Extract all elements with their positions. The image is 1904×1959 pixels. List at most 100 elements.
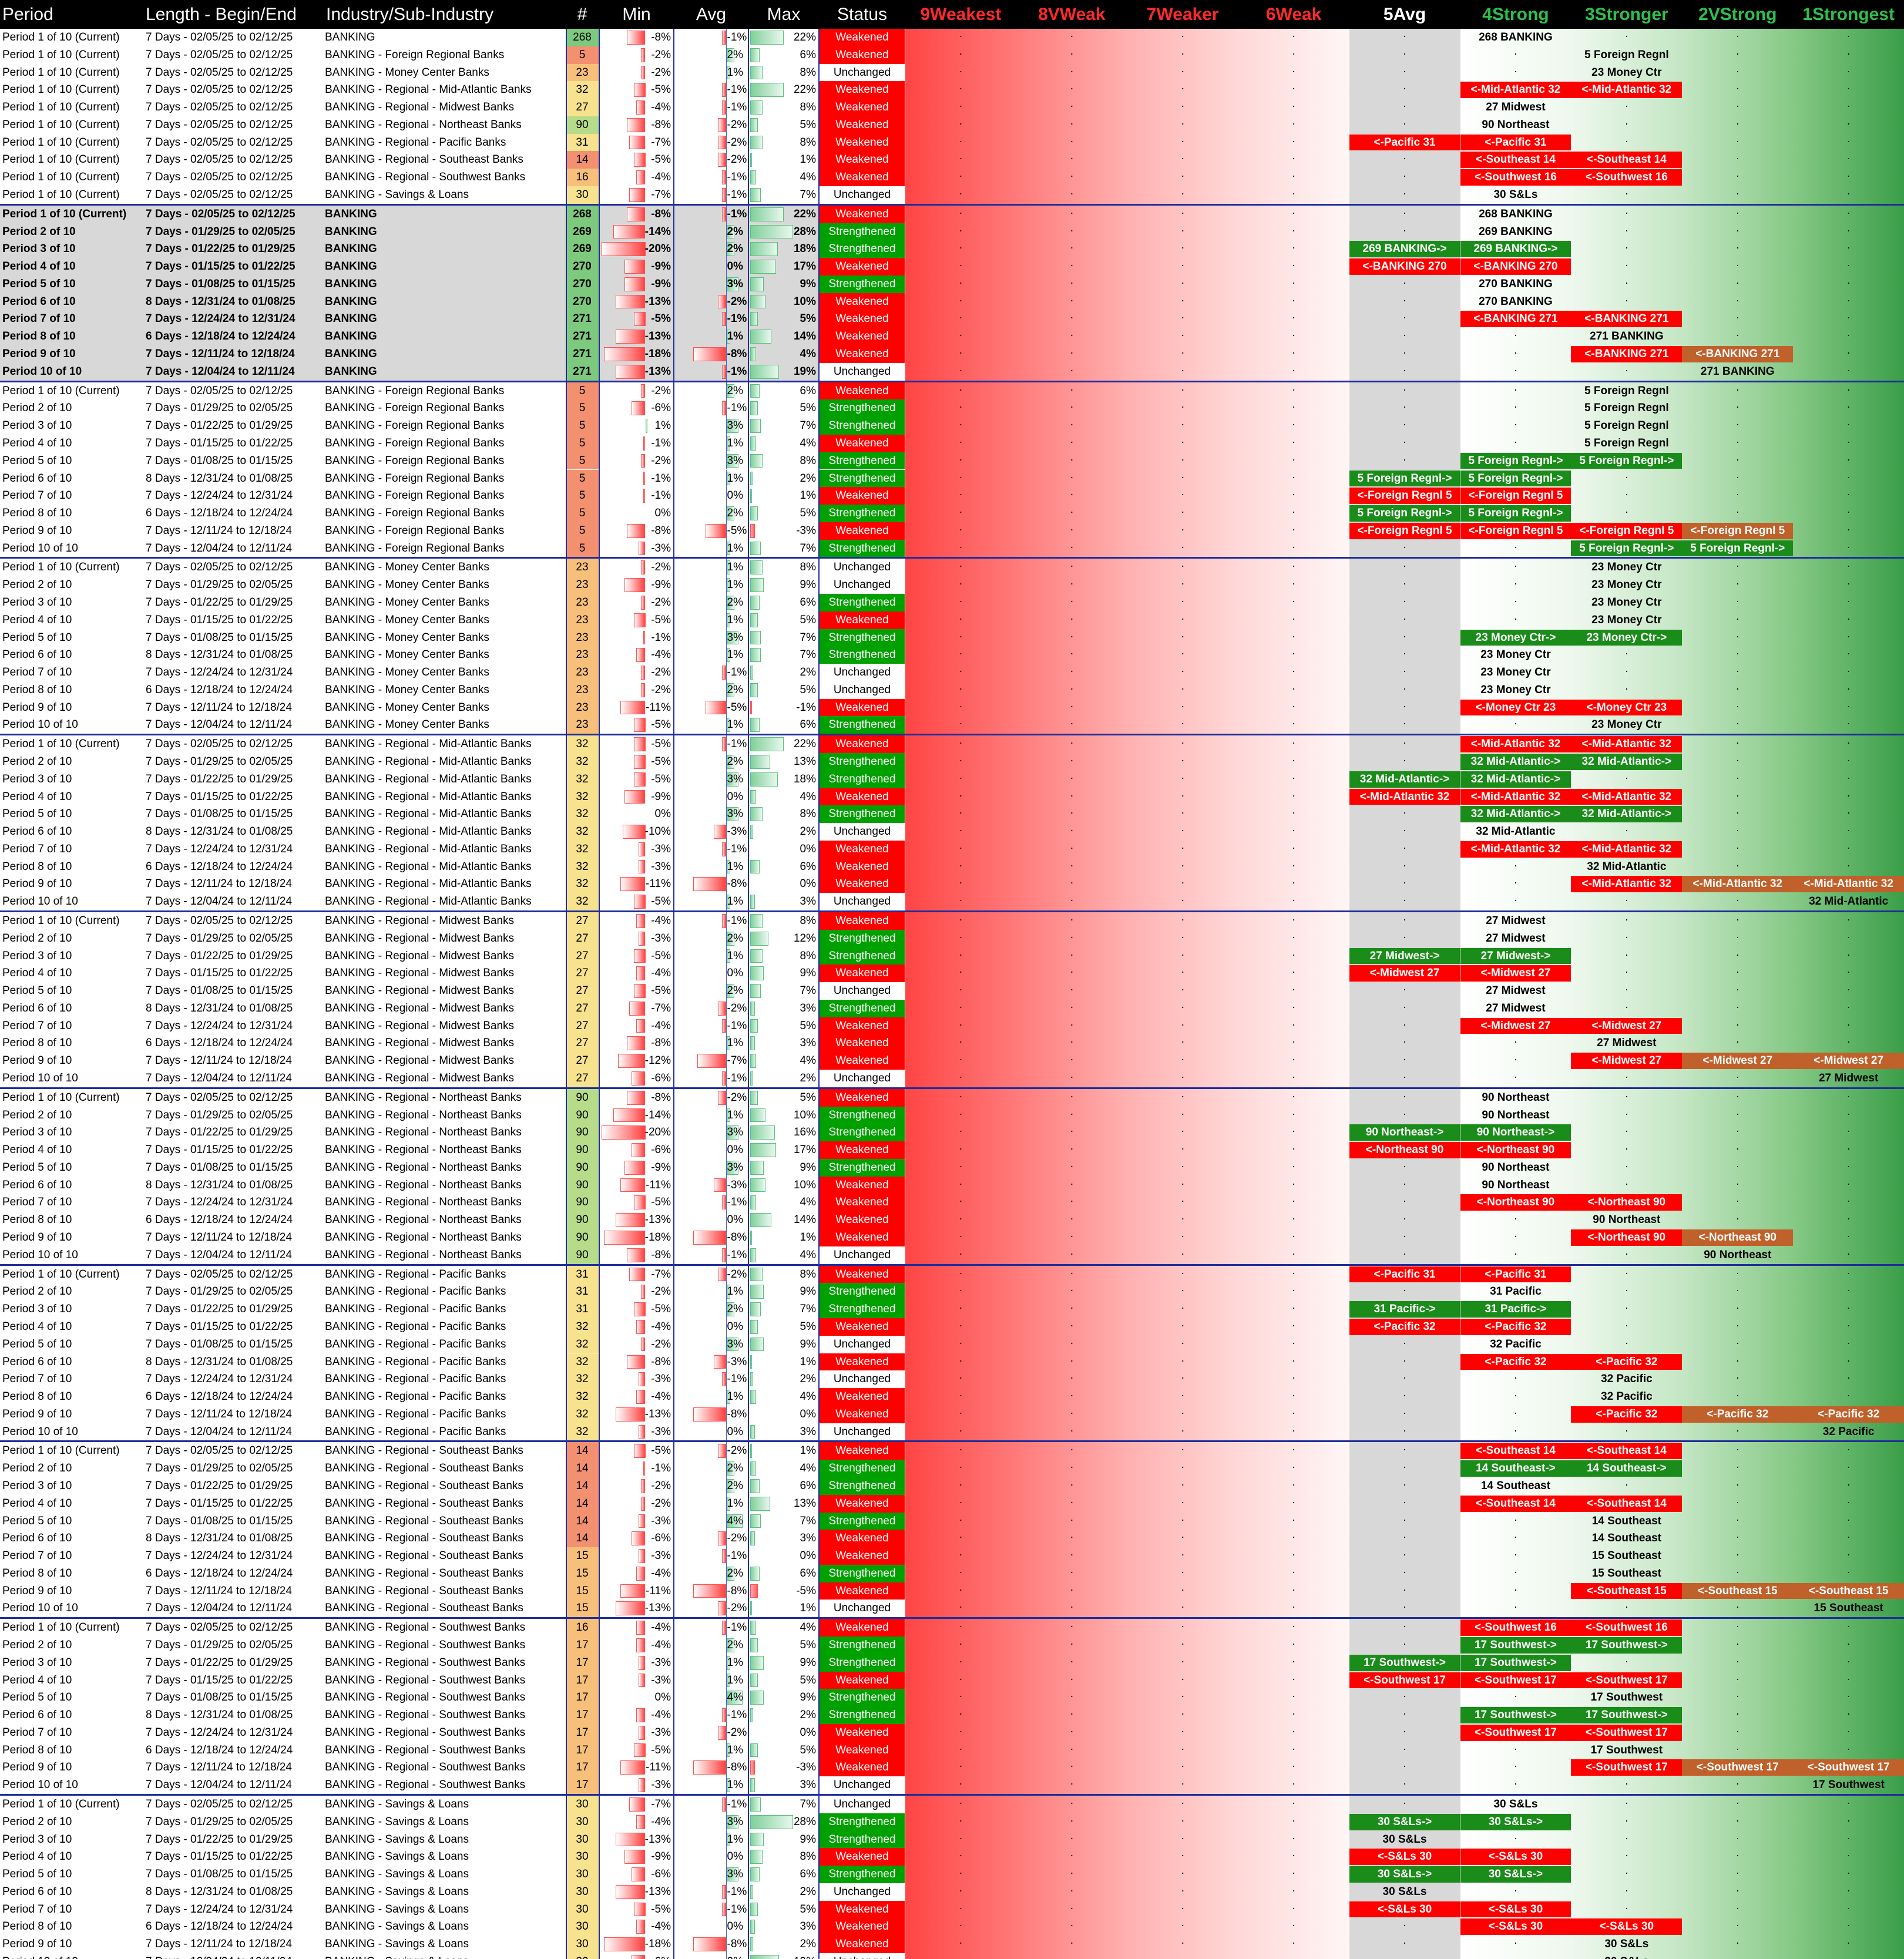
zone-dot: .: [1514, 1511, 1517, 1524]
zone-header[interactable]: 1Strongest: [1802, 5, 1895, 24]
max-value: 3%: [800, 1920, 816, 1933]
count-cell: 30: [576, 1938, 589, 1951]
avg-value: 1%: [727, 648, 743, 661]
period-cell: Period 9 of 10: [2, 1054, 72, 1067]
zone-dot: .: [1181, 98, 1184, 110]
zone-header[interactable]: 9Weakest: [920, 5, 1002, 24]
avg-axis: [726, 522, 727, 540]
zone-dot: .: [1070, 1245, 1073, 1258]
period-cell: Period 4 of 10: [2, 260, 76, 273]
zone-dot: .: [959, 150, 963, 163]
zone-dot: .: [959, 1618, 963, 1631]
avg-axis: [726, 629, 727, 647]
zone-dot: .: [1292, 520, 1295, 533]
header-avg[interactable]: Avg: [696, 5, 727, 24]
zone-header[interactable]: 3Stronger: [1584, 5, 1668, 24]
period-cell: Period 10 of 10: [2, 1955, 142, 1959]
header-min[interactable]: Min: [622, 5, 651, 24]
industry-cell: BANKING - Regional - Pacific Banks: [325, 1390, 506, 1403]
zone-dot: .: [959, 645, 963, 658]
min-value: -20%: [644, 243, 671, 256]
zone-dot: .: [1181, 998, 1184, 1011]
zone-dot: .: [1736, 1705, 1740, 1718]
avg-axis: [726, 1106, 727, 1124]
zone-band: [1793, 0, 1904, 1959]
max-bar: [750, 65, 763, 80]
avg-bar: [721, 666, 726, 680]
max-value: 8%: [800, 136, 816, 149]
zone-dot: .: [1181, 167, 1184, 180]
length-cell: 7 Days - 12/04/24 to 12/11/24: [146, 1248, 292, 1261]
zone-dot: .: [1625, 1087, 1628, 1100]
zone-dot: .: [959, 715, 963, 728]
zone-dot: .: [959, 1299, 963, 1312]
zone-dot: .: [1514, 1688, 1517, 1701]
period-cell: Period 1 of 10 (Current): [2, 207, 127, 220]
zone-dot: .: [1736, 274, 1740, 287]
max-value: 22%: [793, 207, 816, 220]
industry-cell: BANKING - Regional - Southeast Banks: [325, 1602, 523, 1615]
column-divider: [673, 29, 674, 1959]
status-badge: Strengthened: [820, 1158, 905, 1177]
zone-label: 17 Southwest->: [1349, 1654, 1460, 1671]
zone-dot: .: [1292, 486, 1295, 499]
zone-dot: .: [1181, 928, 1184, 941]
avg-bar: [721, 100, 726, 115]
count-cell: 90: [576, 1214, 589, 1227]
zone-dot: .: [1070, 257, 1073, 270]
zone-dot: .: [1292, 610, 1295, 623]
zone-dot: .: [1625, 1476, 1628, 1488]
zone-dot: .: [1070, 1829, 1073, 1842]
count-cell: 32: [576, 755, 589, 768]
max-value: 7%: [800, 1303, 816, 1316]
table-row: [0, 487, 905, 505]
zone-dot: .: [1181, 1068, 1184, 1081]
period-cell: Period 9 of 10: [2, 701, 72, 714]
status-badge: Weakened: [820, 1530, 905, 1548]
zone-header[interactable]: 4Strong: [1482, 5, 1549, 24]
zone-header[interactable]: 6Weak: [1265, 5, 1322, 24]
zone-dot: .: [1070, 1123, 1073, 1135]
zone-dot: .: [1625, 911, 1628, 923]
zone-dot: .: [959, 204, 963, 217]
min-value: -5%: [651, 613, 671, 626]
zone-dot: .: [1736, 1441, 1740, 1454]
header-max[interactable]: Max: [767, 5, 801, 24]
avg-axis: [726, 133, 727, 152]
avg-value: 0%: [727, 967, 743, 980]
avg-value: -1%: [727, 842, 747, 855]
header-status[interactable]: Status: [837, 5, 888, 24]
zone-dot: .: [959, 592, 963, 605]
block-separator: [0, 203, 1904, 206]
zone-dot: .: [1292, 911, 1295, 923]
header-count[interactable]: #: [577, 5, 587, 24]
status-badge: Weakened: [820, 611, 905, 629]
zone-label: 14 Southeast: [1591, 1514, 1661, 1527]
zone-dot: .: [1181, 468, 1184, 481]
zone-header[interactable]: 7Weaker: [1146, 5, 1219, 24]
zone-dot: .: [1736, 751, 1740, 764]
zone-dot: .: [1292, 822, 1295, 835]
header-industry[interactable]: Industry/Sub-Industry: [326, 5, 494, 24]
industry-cell: BANKING - Regional - Southeast Banks: [325, 1444, 523, 1457]
length-cell: 7 Days - 12/11/24 to 12/18/24: [146, 524, 292, 537]
zone-dot: .: [1846, 1387, 1851, 1400]
header-length[interactable]: Length - Begin/End: [146, 5, 297, 24]
zone-header[interactable]: 5Avg: [1383, 5, 1426, 24]
length-cell: 8 Days - 12/31/24 to 01/08/25: [146, 1355, 293, 1368]
zone-dot: .: [959, 1051, 963, 1064]
avg-value: 3%: [727, 1126, 743, 1139]
min-value: -4%: [651, 1320, 671, 1333]
zone-dot: .: [1070, 928, 1073, 941]
zone-header[interactable]: 2VStrong: [1698, 5, 1777, 24]
industry-cell: BANKING - Regional - Southeast Banks: [325, 1550, 523, 1563]
zone-dot: .: [1070, 1140, 1073, 1153]
status-badge: Strengthened: [820, 770, 905, 788]
max-value: 8%: [800, 1850, 816, 1863]
avg-axis: [726, 1477, 727, 1495]
avg-axis: [726, 1034, 727, 1053]
zone-header[interactable]: 8VWeak: [1038, 5, 1106, 24]
header-period[interactable]: Period: [2, 5, 53, 24]
max-value: 4%: [800, 1248, 816, 1261]
industry-cell: BANKING - Regional - Southwest Banks: [325, 1656, 526, 1669]
